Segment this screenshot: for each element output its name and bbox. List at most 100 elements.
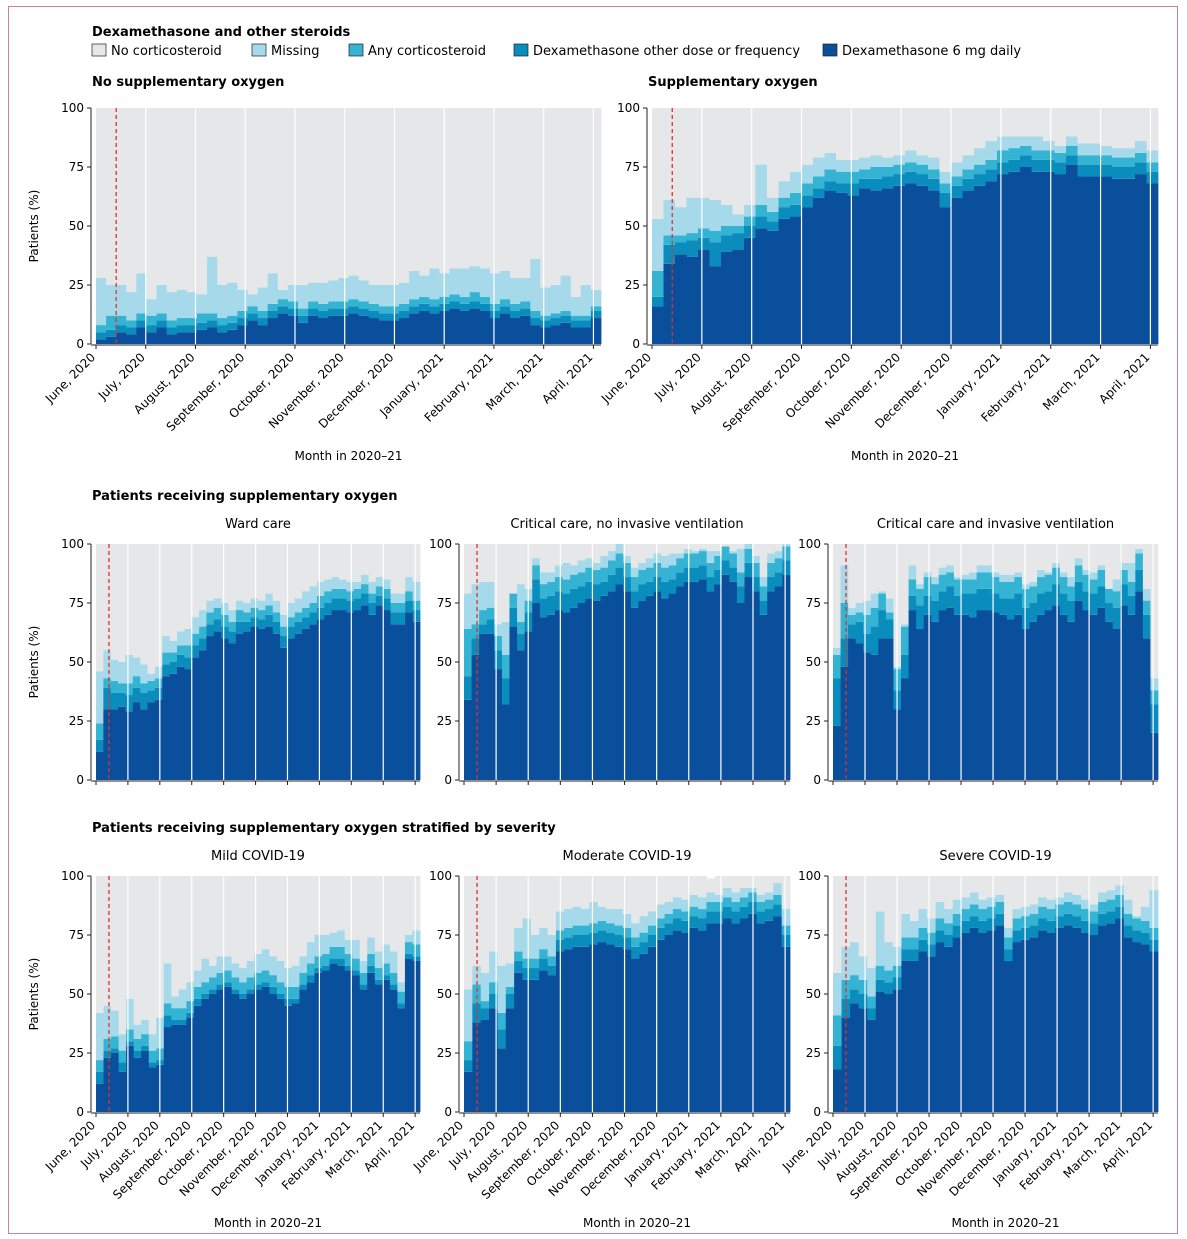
bar-dexOther-26 xyxy=(291,998,300,1004)
bar-noCs-19 xyxy=(870,108,883,156)
bar-dex6-35 xyxy=(729,581,738,780)
bar-dex6-36 xyxy=(736,603,745,780)
bar-dexOther-6 xyxy=(140,692,148,710)
bar-dex6-41 xyxy=(404,958,413,1112)
bar-anyCs-41 xyxy=(397,603,406,613)
bar-noCs-2 xyxy=(111,876,120,1011)
bar-noCs-41 xyxy=(1123,108,1136,149)
bar-noCs-10 xyxy=(918,876,928,910)
bar-missing-3 xyxy=(489,951,498,983)
bar-dexOther-35 xyxy=(353,598,362,611)
bar-missing-41 xyxy=(1123,148,1136,158)
bar-dex6-22 xyxy=(258,628,266,780)
bar-missing-8 xyxy=(176,289,188,319)
bar-noCs-24 xyxy=(272,544,281,601)
y-tick-label-50: 50 xyxy=(69,655,84,669)
bar-noCs-8 xyxy=(744,108,756,205)
bar-noCs-14 xyxy=(938,544,947,568)
bar-missing-19 xyxy=(622,913,632,928)
bar-dexOther-22 xyxy=(261,982,270,987)
bar-missing-10 xyxy=(539,572,548,585)
legend-swatch-4 xyxy=(822,43,838,57)
bar-anyCs-22 xyxy=(647,925,657,935)
bar-dexOther-34 xyxy=(1123,925,1133,938)
bar-noCs-28 xyxy=(698,876,707,898)
bar-noCs-37 xyxy=(773,876,783,884)
y-tick-label-0: 0 xyxy=(444,1105,452,1119)
bar-anyCs-3 xyxy=(855,612,864,622)
bar-dex6-28 xyxy=(974,185,986,344)
bar-dex6-31 xyxy=(723,918,732,1112)
bar-missing-4 xyxy=(494,624,503,637)
bar-anyCs-40 xyxy=(1135,553,1144,570)
bar-noCs-20 xyxy=(246,876,255,961)
bar-noCs-43 xyxy=(412,544,421,582)
bar-dex6-18 xyxy=(986,930,996,1112)
bar-anyCs-9 xyxy=(162,652,171,665)
bar-dexOther-5 xyxy=(870,626,879,655)
bar-missing-25 xyxy=(939,171,952,184)
bar-dexOther-3 xyxy=(489,994,498,1009)
bar-noCs-29 xyxy=(1081,876,1090,900)
bar-noCs-40 xyxy=(390,544,399,594)
bar-noCs-25 xyxy=(672,876,682,898)
bar-missing-6 xyxy=(878,591,887,594)
bar-anyCs-37 xyxy=(1077,155,1090,165)
bar-noCs-30 xyxy=(1059,544,1068,573)
bar-missing-25 xyxy=(653,553,662,563)
bar-anyCs-7 xyxy=(885,612,894,620)
bar-dexOther-31 xyxy=(723,906,732,919)
bar-dex6-17 xyxy=(978,932,988,1112)
bar-dexOther-10 xyxy=(197,322,208,330)
bar-dex6-32 xyxy=(1106,923,1116,1112)
y-tick-label-25: 25 xyxy=(69,278,84,292)
bar-missing-9 xyxy=(755,164,768,205)
bar-dex6-6 xyxy=(878,638,887,780)
x-tick-label-0: June, 2020 xyxy=(42,350,98,406)
bar-noCs-30 xyxy=(714,876,724,895)
bar-noCs-28 xyxy=(378,108,390,285)
bar-noCs-4 xyxy=(126,876,135,999)
panel-title: Critical care and invasive ventilation xyxy=(877,517,1114,532)
bar-noCs-18 xyxy=(969,544,978,573)
bar-anyCs-5 xyxy=(875,965,885,980)
bar-dex6-28 xyxy=(1072,927,1082,1112)
bar-noCs-8 xyxy=(176,108,188,290)
bar-dexOther-34 xyxy=(1043,159,1055,172)
bar-noCs-14 xyxy=(201,876,210,959)
bar-dex6-23 xyxy=(265,626,274,780)
bar-dex6-9 xyxy=(539,970,548,1112)
bar-missing-23 xyxy=(265,593,274,606)
bar-anyCs-36 xyxy=(367,953,376,966)
bar-noCs-38 xyxy=(479,108,491,269)
bar-dex6-16 xyxy=(585,598,594,780)
bar-anyCs-33 xyxy=(1115,894,1125,907)
bar-anyCs-37 xyxy=(1149,927,1159,940)
bar-noCs-0 xyxy=(464,876,473,990)
bar-noCs-21 xyxy=(893,108,906,156)
x-axis-label: Month in 2020–21 xyxy=(952,1216,1060,1230)
bar-dexOther-0 xyxy=(96,1071,104,1084)
bar-anyCs-26 xyxy=(1029,586,1038,603)
bar-anyCs-24 xyxy=(664,913,674,924)
bar-dexOther-41 xyxy=(774,572,783,587)
bar-missing-21 xyxy=(308,282,319,302)
bar-dex6-25 xyxy=(284,1005,293,1112)
bar-noCs-14 xyxy=(813,108,825,158)
bar-dexOther-17 xyxy=(961,593,970,615)
bar-dexOther-37 xyxy=(1112,607,1121,629)
bar-anyCs-22 xyxy=(258,610,266,620)
bar-dex6-1 xyxy=(103,1057,112,1112)
bar-anyCs-31 xyxy=(1098,901,1108,914)
bar-dex6-6 xyxy=(509,626,518,780)
legend-swatch-3 xyxy=(513,43,529,57)
bar-dexOther-27 xyxy=(668,579,677,594)
bar-dexOther-12 xyxy=(790,204,802,217)
bar-dex6-37 xyxy=(744,577,753,780)
bar-anyCs-29 xyxy=(1052,567,1061,585)
bar-missing-22 xyxy=(905,150,917,163)
bar-missing-11 xyxy=(916,584,925,589)
bar-noCs-24 xyxy=(338,108,349,278)
bar-missing-9 xyxy=(163,963,172,1004)
